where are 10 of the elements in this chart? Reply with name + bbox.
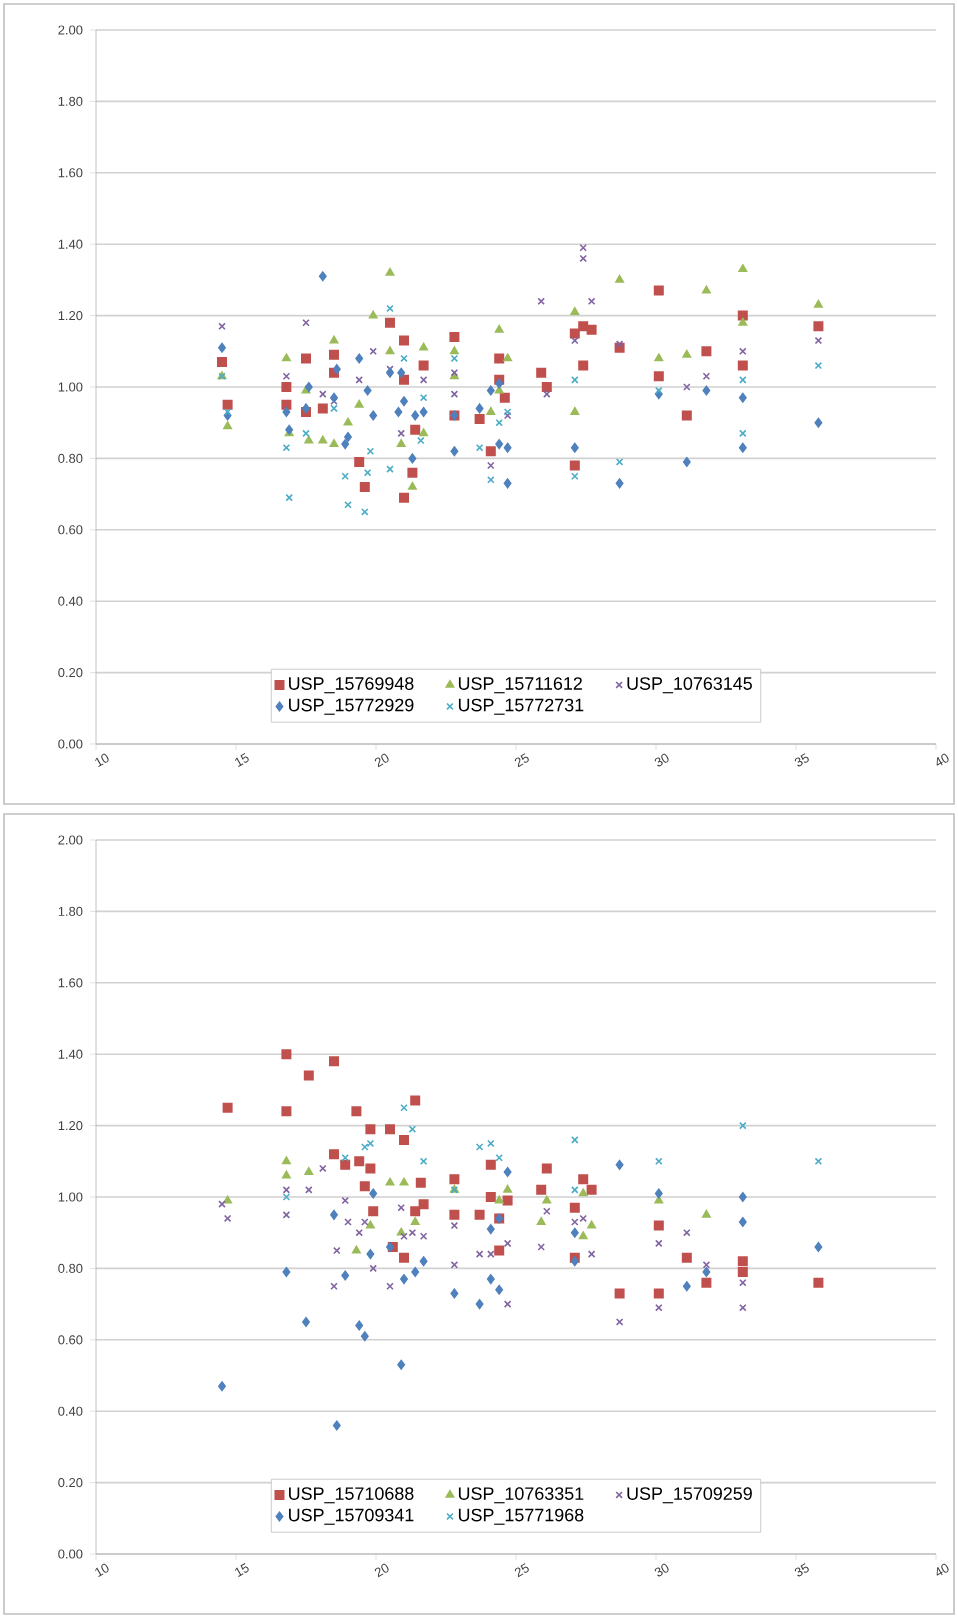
legend-label: USP_10763145 (627, 677, 752, 694)
legend-label: USP_15709341 (289, 1508, 414, 1525)
legend-label: USP_15711612 (458, 677, 582, 694)
legend-label: USP_15769948 (289, 677, 414, 694)
legend-label: USP_15710688 (289, 1487, 414, 1504)
legend-label: USP_15771968 (458, 1508, 584, 1525)
legend-label: USP_15772929 (289, 698, 414, 715)
legend-label: USP_15709259 (627, 1487, 752, 1504)
legend-label: USP_15772731 (458, 698, 584, 715)
legend-label: USP_10763351 (458, 1487, 584, 1504)
